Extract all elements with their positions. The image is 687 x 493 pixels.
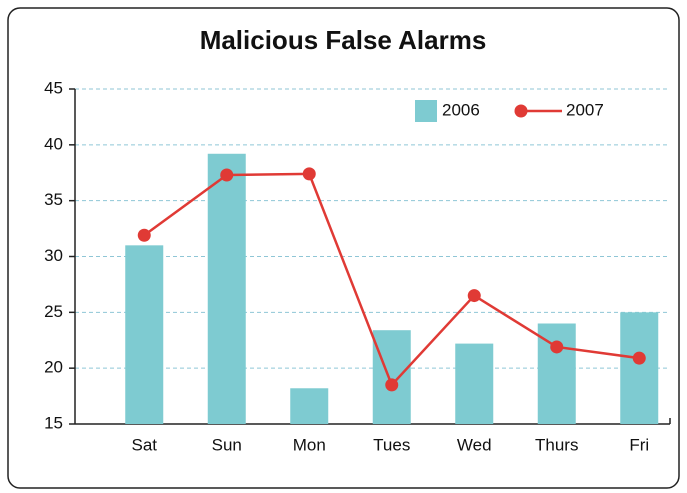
y-tick-label: 45 <box>44 78 63 97</box>
y-tick-label: 40 <box>44 134 63 153</box>
bar <box>290 388 329 424</box>
chart-frame <box>7 7 680 489</box>
y-tick-label: 25 <box>44 302 63 321</box>
line-marker <box>467 289 481 303</box>
line-marker <box>632 351 646 365</box>
legend-marker <box>514 104 528 118</box>
x-tick-label: Sun <box>212 435 242 454</box>
bar <box>372 330 411 424</box>
y-tick-label: 30 <box>44 246 63 265</box>
x-tick-label: Tues <box>373 435 410 454</box>
y-tick-label: 35 <box>44 190 63 209</box>
legend-label: 2006 <box>442 100 480 119</box>
bar <box>125 245 164 424</box>
line-marker <box>220 168 234 182</box>
x-tick-label: Mon <box>293 435 326 454</box>
x-tick-label: Fri <box>629 435 649 454</box>
x-tick-label: Sat <box>131 435 157 454</box>
line-marker <box>385 378 399 392</box>
legend-swatch <box>415 100 437 122</box>
x-tick-label: Wed <box>457 435 492 454</box>
line-marker <box>302 167 316 181</box>
bar <box>620 312 659 424</box>
legend-label: 2007 <box>566 100 604 119</box>
chart-title: Malicious False Alarms <box>200 25 487 55</box>
line-marker <box>137 228 151 242</box>
x-tick-label: Thurs <box>535 435 578 454</box>
bar <box>455 343 494 424</box>
y-tick-label: 20 <box>44 358 63 377</box>
line-marker <box>550 340 564 354</box>
y-tick-label: 15 <box>44 413 63 432</box>
bar <box>207 153 246 424</box>
